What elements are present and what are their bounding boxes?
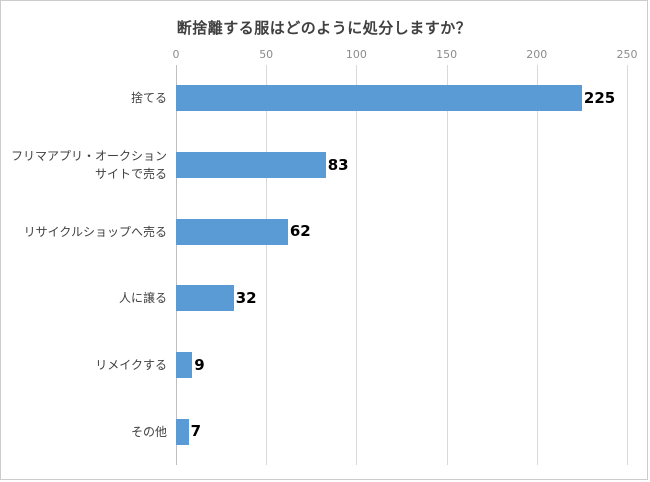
bar-row: 9 <box>176 332 627 399</box>
category-labels: 捨てるフリマアプリ・オークション サイトで売るリサイクルショップへ売る人に譲るリ… <box>11 65 176 465</box>
value-label: 32 <box>235 288 257 307</box>
bar-row: 83 <box>176 132 627 199</box>
plot-area: 225 83 62 32 9 7 <box>176 65 628 465</box>
axis-tick-label: 0 <box>172 48 180 61</box>
gridline <box>536 65 538 465</box>
category-label: 捨てる <box>130 91 167 106</box>
value-label: 7 <box>190 422 202 441</box>
chart-body: 捨てるフリマアプリ・オークション サイトで売るリサイクルショップへ売る人に譲るリ… <box>11 65 628 465</box>
axis-spacer <box>11 45 176 65</box>
bar <box>176 352 193 379</box>
bar-row: 62 <box>176 198 627 265</box>
bar-row: 225 <box>176 65 627 132</box>
category-label: その他 <box>130 424 167 439</box>
bar <box>176 418 189 445</box>
category-label: リサイクルショップへ売る <box>23 224 167 239</box>
value-label: 9 <box>194 355 205 374</box>
y-axis-line <box>176 65 177 465</box>
bar <box>176 218 288 245</box>
chart-title: 断捨離する服はどのように処分しますか？ <box>176 19 472 37</box>
category-label: フリマアプリ・オークション サイトで売る <box>11 149 168 181</box>
bar-row: 7 <box>176 398 627 465</box>
gridline <box>446 65 448 465</box>
gridline <box>627 65 628 465</box>
bar <box>176 85 582 112</box>
category-label: リメイクする <box>95 358 167 373</box>
bar <box>176 285 234 312</box>
value-label: 225 <box>583 88 616 107</box>
gridline <box>356 65 358 465</box>
value-label: 83 <box>327 155 349 174</box>
axis-tick-label: 150 <box>436 48 458 61</box>
x-axis: 0 50 100 150 200 250 <box>11 45 638 65</box>
axis-tick-label: 250 <box>616 48 638 61</box>
value-label: 62 <box>289 222 311 241</box>
bar-chart: 0 50 100 150 200 250 捨てるフリマアプリ・オークション サイトで売るリ… <box>11 45 638 465</box>
bar-row: 32 <box>176 265 627 332</box>
gridline <box>266 65 268 465</box>
axis-ticks: 0 50 100 150 200 250 <box>172 45 638 65</box>
axis-tick-label: 50 <box>259 48 274 61</box>
category-label: 人に譲る <box>118 291 167 306</box>
axis-tick-label: 100 <box>345 48 367 61</box>
axis-tick-label: 200 <box>526 48 548 61</box>
bar <box>176 152 326 178</box>
